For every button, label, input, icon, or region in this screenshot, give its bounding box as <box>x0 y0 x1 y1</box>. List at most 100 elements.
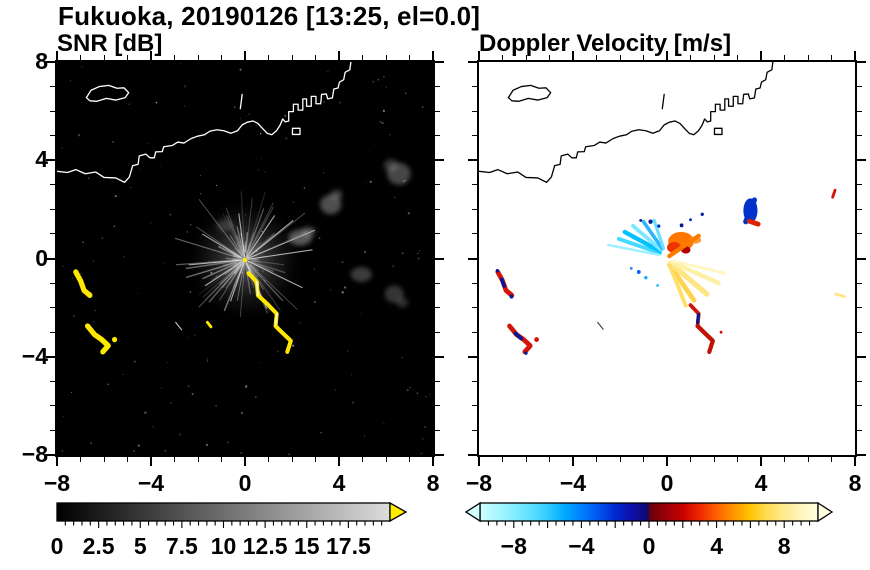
axis-tick <box>435 331 440 333</box>
axis-tick <box>713 55 715 60</box>
snr-colorbar <box>56 501 408 528</box>
axis-tick <box>857 110 862 112</box>
doppler-colorbar-under-arrow <box>464 501 481 523</box>
axis-tick <box>197 55 199 60</box>
doppler-radar-image <box>479 62 846 355</box>
axis-tick <box>857 184 862 186</box>
axis-tick <box>409 457 410 462</box>
axis-tick <box>435 282 440 284</box>
axis-tick <box>831 457 832 462</box>
snr-colorbar-tick-label: 2.5 <box>82 533 115 559</box>
coastline <box>479 62 773 182</box>
axis-tick <box>854 457 856 466</box>
axis-tick <box>435 233 440 235</box>
axis-tick <box>572 51 574 60</box>
doppler-colorbar-tick-label: 8 <box>777 533 791 559</box>
x-tick-label: 4 <box>332 470 346 496</box>
axis-tick <box>46 454 55 456</box>
axis-tick <box>435 184 440 186</box>
snr-colorbar-ticks <box>64 521 383 528</box>
y-tick-label: −4 <box>21 342 48 369</box>
snr-colorbar-tick-label: 0 <box>50 533 64 559</box>
doppler-colorbar-gradient <box>479 502 819 522</box>
axis-tick <box>50 331 55 333</box>
snr-colorbar-tick-label: 10 <box>210 533 237 559</box>
axis-tick <box>385 55 387 60</box>
axis-tick <box>472 233 477 235</box>
axis-tick <box>472 135 477 137</box>
axis-tick <box>468 355 477 358</box>
doppler-streaks <box>495 188 846 355</box>
axis-tick <box>435 135 440 137</box>
doppler-heatmap-panel <box>477 60 857 457</box>
axis-tick <box>596 55 597 60</box>
axis-tick <box>409 55 410 60</box>
axis-tick <box>50 184 55 186</box>
axis-tick <box>50 233 55 235</box>
axis-tick <box>50 429 55 431</box>
axis-tick <box>56 51 58 60</box>
axis-tick <box>857 454 866 456</box>
axis-tick <box>50 282 55 284</box>
axis-tick <box>50 307 55 309</box>
axis-tick <box>315 457 316 462</box>
doppler-colorbar-tick-label: 0 <box>642 533 656 559</box>
axis-tick <box>80 55 81 60</box>
axis-tick <box>432 457 434 466</box>
axis-tick <box>472 380 477 382</box>
axis-tick <box>315 55 316 60</box>
axis-tick <box>472 208 477 210</box>
radar-starburst <box>174 191 315 317</box>
axis-tick <box>127 457 128 462</box>
axis-tick <box>472 282 477 284</box>
axis-tick <box>50 110 55 112</box>
axis-tick <box>435 208 440 210</box>
x-tick-label: 8 <box>426 470 440 496</box>
axis-tick <box>472 184 477 186</box>
axis-tick <box>857 257 866 260</box>
axis-tick <box>150 51 152 60</box>
snr-colorbar-tick-label: 17.5 <box>325 533 371 559</box>
x-tick-label: 0 <box>238 470 252 496</box>
x-tick-label: −4 <box>137 470 165 496</box>
axis-tick <box>468 159 477 162</box>
axis-tick <box>857 355 866 358</box>
axis-tick <box>666 457 668 466</box>
axis-tick <box>435 257 444 260</box>
axis-tick <box>760 51 762 60</box>
axis-tick <box>857 135 862 137</box>
axis-tick <box>472 307 477 309</box>
axis-tick <box>472 110 477 112</box>
axis-tick <box>713 457 715 462</box>
axis-tick <box>857 380 862 382</box>
doppler-colorbar-over-arrow <box>817 501 834 523</box>
snr-heatmap-panel <box>55 60 435 457</box>
axis-tick <box>690 55 691 60</box>
axis-tick <box>857 405 862 407</box>
y-tick-label: 4 <box>35 146 48 173</box>
x-tick-label: −8 <box>465 470 493 496</box>
axis-tick <box>549 55 550 60</box>
doppler-panel-title: Doppler Velocity [m/s] <box>479 30 732 57</box>
axis-tick <box>857 159 866 162</box>
axis-tick <box>435 61 444 63</box>
axis-tick <box>643 55 644 60</box>
x-tick-label: 0 <box>660 470 674 496</box>
axis-tick <box>478 457 480 466</box>
axis-tick <box>435 307 440 309</box>
x-tick-label: −8 <box>43 470 71 496</box>
axis-tick <box>857 282 862 284</box>
axis-tick <box>80 457 81 462</box>
y-tick-label: −8 <box>21 441 48 467</box>
axis-tick <box>338 457 340 466</box>
doppler-colorbar-ticks <box>487 521 811 528</box>
axis-tick <box>468 454 477 456</box>
axis-tick <box>857 61 866 63</box>
axis-tick <box>50 380 55 382</box>
axis-tick <box>502 457 503 462</box>
axis-tick <box>221 55 222 60</box>
axis-tick <box>472 86 477 88</box>
high-snr-yellow-echoes <box>73 257 293 355</box>
snr-colorbar-gradient <box>56 502 391 522</box>
